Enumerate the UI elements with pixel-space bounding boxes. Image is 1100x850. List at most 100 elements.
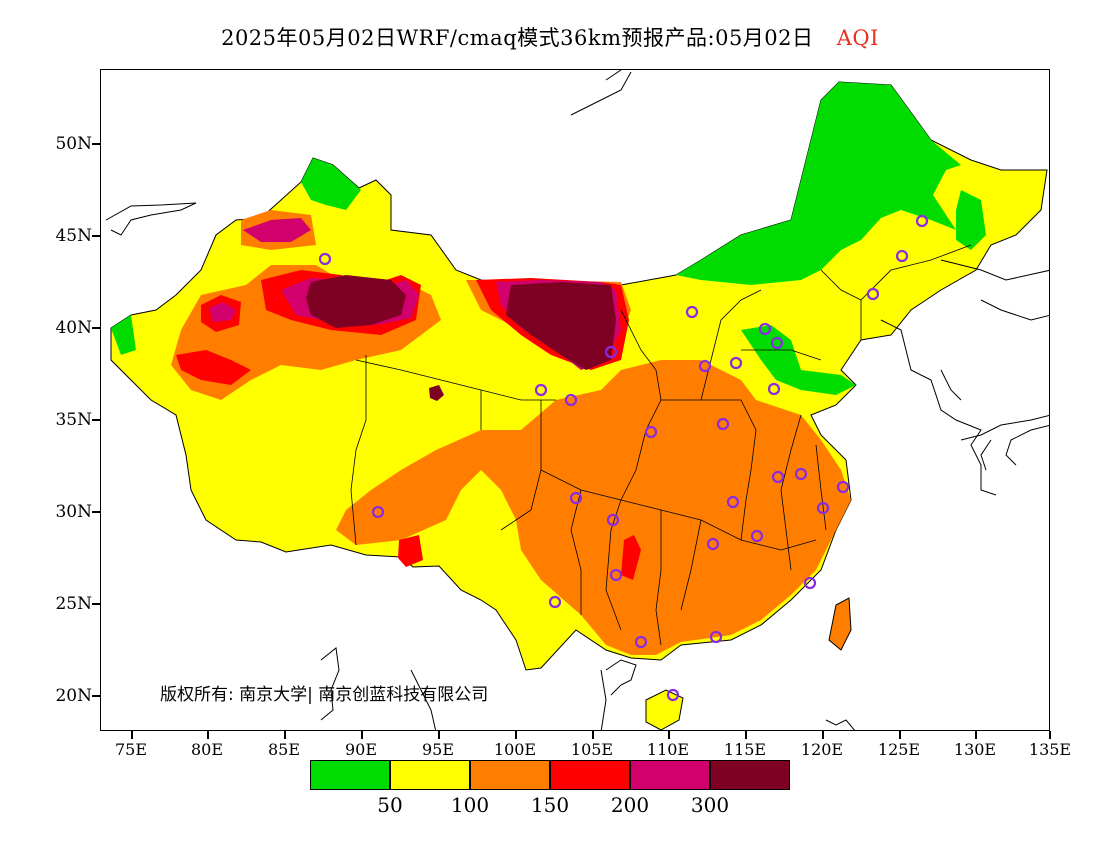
lat-label-20n: 20N [55, 686, 92, 706]
station-marker [569, 491, 583, 505]
lon-label-95e: 95E [421, 740, 455, 759]
station-marker [698, 359, 712, 373]
title-variable-text: AQI [836, 26, 879, 50]
lon-tick [207, 731, 209, 739]
lat-label-30n: 30N [55, 502, 92, 522]
legend-swatch-4 [630, 760, 710, 790]
region-hazardous-qinghai [429, 385, 444, 401]
lon-label-115e: 115E [723, 740, 767, 759]
lat-tick [92, 511, 100, 513]
station-marker [726, 495, 740, 509]
region-hazardous-tarim [306, 275, 406, 328]
lon-tick [668, 731, 670, 739]
lon-tick [899, 731, 901, 739]
station-marker [666, 688, 680, 702]
station-marker [634, 635, 648, 649]
legend-swatch-3 [550, 760, 630, 790]
lon-tick [745, 731, 747, 739]
station-marker [606, 513, 620, 527]
region-good-taiwan [828, 597, 852, 651]
lon-tick [131, 731, 133, 739]
aqi-map [101, 70, 1049, 730]
station-marker [706, 537, 720, 551]
lat-label-25n: 25N [55, 594, 92, 614]
lon-tick [361, 731, 363, 739]
station-markers [318, 214, 929, 702]
lon-tick [438, 731, 440, 739]
region-good-northeast-2 [956, 190, 986, 250]
lon-tick [822, 731, 824, 739]
station-marker [816, 501, 830, 515]
station-marker [609, 568, 623, 582]
legend-label-200: 200 [610, 793, 650, 817]
station-marker [685, 305, 699, 319]
station-marker [318, 252, 332, 266]
station-marker [564, 393, 578, 407]
region-sensitive-south [336, 360, 851, 655]
lat-label-35n: 35N [55, 410, 92, 430]
lon-label-130e: 130E [953, 740, 997, 759]
lon-label-90e: 90E [344, 740, 378, 759]
lon-tick [284, 731, 286, 739]
legend-swatch-0 [310, 760, 390, 790]
station-marker [767, 382, 781, 396]
map-frame [100, 69, 1050, 731]
lat-tick [92, 419, 100, 421]
station-marker [803, 576, 817, 590]
lat-tick [92, 327, 100, 329]
province-boundaries [350, 244, 972, 646]
lon-tick [592, 731, 594, 739]
station-marker [644, 425, 658, 439]
station-marker [729, 356, 743, 370]
lon-label-80e: 80E [190, 740, 224, 759]
lat-tick [92, 143, 100, 145]
station-marker [750, 529, 764, 543]
lon-label-100e: 100E [493, 740, 537, 759]
station-marker [548, 595, 562, 609]
station-marker [895, 249, 909, 263]
lon-label-125e: 125E [877, 740, 921, 759]
region-very-unhealthy-west [209, 302, 236, 322]
lon-tick [1049, 731, 1051, 739]
station-marker [758, 322, 772, 336]
copyright-text: 版权所有: 南京大学| 南京创蓝科技有限公司 [160, 685, 489, 705]
region-good-bohai [741, 325, 856, 395]
region-good-northwest [301, 158, 361, 210]
station-marker [534, 383, 548, 397]
lon-label-110e: 110E [646, 740, 690, 759]
lon-label-85e: 85E [267, 740, 301, 759]
region-hazardous-north [506, 282, 616, 370]
lat-label-45n: 45N [55, 226, 92, 246]
station-marker [604, 345, 618, 359]
region-unhealthy-small1 [621, 535, 641, 580]
station-marker [915, 214, 929, 228]
station-marker [794, 467, 808, 481]
lat-tick [92, 603, 100, 605]
legend-swatch-5 [710, 760, 790, 790]
map-title: 2025年05月02日WRF/cmaq模式36km预报产品:05月02日 AQI [0, 22, 1100, 52]
station-marker [716, 417, 730, 431]
title-main-text: 2025年05月02日WRF/cmaq模式36km预报产品:05月02日 [221, 26, 814, 50]
lon-label-135e: 135E [1028, 740, 1072, 759]
region-very-unhealthy-nw [243, 218, 311, 242]
lon-tick [515, 731, 517, 739]
region-unhealthy-west2 [176, 350, 251, 385]
region-good-west [111, 315, 136, 355]
lat-tick [92, 235, 100, 237]
station-marker [371, 505, 385, 519]
legend-swatch-1 [390, 760, 470, 790]
station-marker [709, 630, 723, 644]
neighbor-coastlines [105, 70, 1049, 730]
legend-label-100: 100 [450, 793, 490, 817]
region-unhealthy-small2 [398, 535, 423, 567]
legend-label-150: 150 [530, 793, 570, 817]
lat-label-40n: 40N [55, 318, 92, 338]
station-marker [836, 480, 850, 494]
station-marker [770, 336, 784, 350]
lon-label-120e: 120E [800, 740, 844, 759]
legend-label-300: 300 [690, 793, 730, 817]
region-good-northeast [676, 82, 961, 285]
legend-swatch-2 [470, 760, 550, 790]
lon-tick [975, 731, 977, 739]
station-marker [866, 287, 880, 301]
